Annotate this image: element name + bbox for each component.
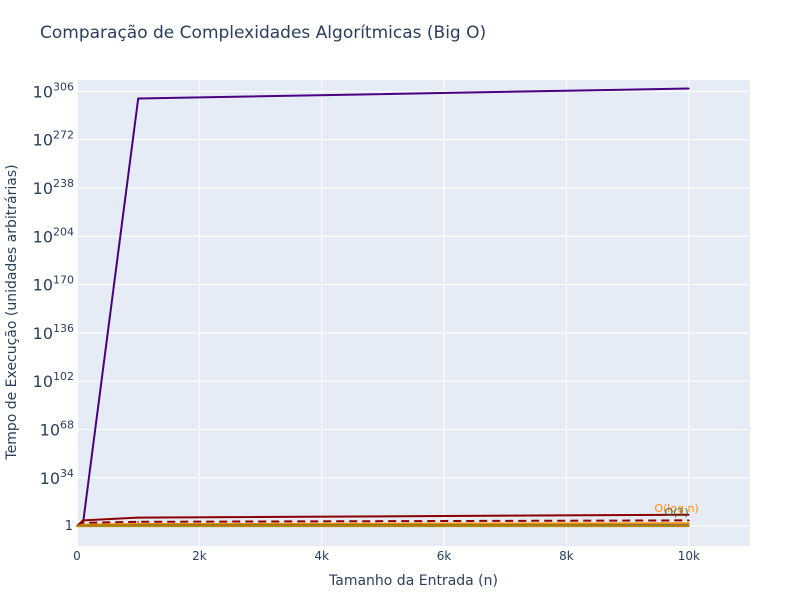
- y-tick-label: 10102: [33, 370, 74, 391]
- x-axis-label: Tamanho da Entrada (n): [329, 573, 498, 589]
- y-tick-label: 10136: [33, 322, 74, 343]
- x-tick-label: 0: [73, 549, 81, 563]
- series-6-point: [82, 525, 84, 527]
- series-3-point: [137, 521, 139, 523]
- y-tick-label: 10204: [33, 225, 74, 246]
- x-tick-label: 8k: [559, 549, 574, 563]
- plot-background: [77, 80, 750, 546]
- x-tick-label: 6k: [437, 549, 452, 563]
- x-tick-label: 10k: [678, 549, 700, 563]
- series-2-point: [688, 513, 690, 516]
- series-2-point: [137, 516, 139, 519]
- series-4-point: [137, 523, 139, 525]
- y-tick-label: 10238: [33, 177, 74, 198]
- series-6-point: [137, 525, 139, 527]
- series-1-point: [137, 97, 139, 100]
- series-6-point: [688, 525, 690, 527]
- series-1-point: [688, 87, 690, 90]
- series-4-point: [688, 522, 690, 525]
- series-6-point: [76, 525, 78, 527]
- annotation-label: O(1): [664, 506, 688, 519]
- y-axis-label: Tempo de Execução (unidades arbitrárias): [4, 164, 20, 460]
- y-tick-label: 1034: [40, 467, 74, 488]
- series-2-point: [82, 519, 84, 522]
- x-tick-label: 2k: [192, 549, 207, 563]
- y-tick-label: 10306: [33, 80, 74, 101]
- series-3-point: [82, 522, 84, 524]
- x-tick-label: 4k: [314, 549, 329, 563]
- y-tick-label: 1068: [40, 419, 74, 440]
- annotation-label: O(log n): [654, 502, 698, 515]
- y-tick-label: 10272: [33, 129, 74, 150]
- chart-title: Comparação de Complexidades Algorítmicas…: [40, 23, 487, 43]
- y-tick-label: 1: [65, 519, 73, 534]
- series-line-2: [76, 513, 689, 527]
- y-tick-label: 10170: [33, 274, 74, 295]
- series-3-point: [688, 519, 690, 522]
